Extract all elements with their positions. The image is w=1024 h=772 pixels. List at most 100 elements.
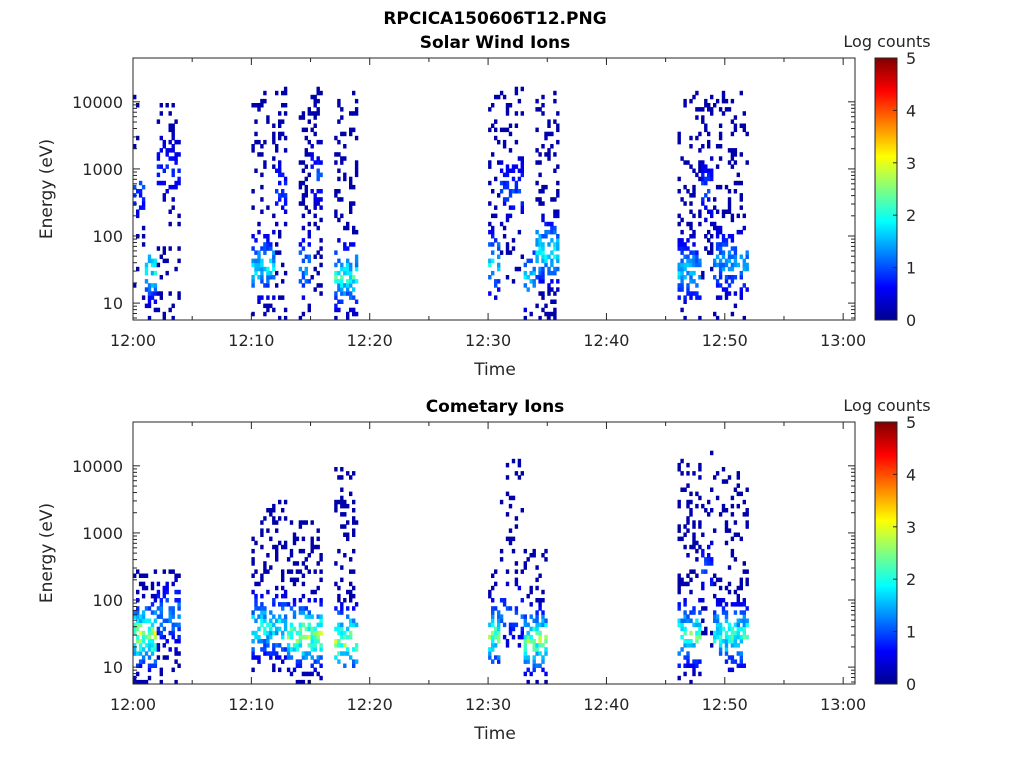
heatmap-cell	[535, 250, 539, 255]
heatmap-cell	[278, 602, 282, 607]
heatmap-cell	[165, 152, 169, 157]
heatmap-cell	[727, 258, 732, 264]
heatmap-cell	[346, 221, 350, 227]
heatmap-cell	[260, 593, 264, 599]
heatmap-cell	[680, 217, 684, 223]
heatmap-cell	[724, 295, 729, 300]
heatmap-cell	[340, 643, 344, 648]
heatmap-cell	[494, 643, 498, 648]
heatmap-cell	[692, 606, 696, 611]
heatmap-cell	[733, 643, 738, 648]
heatmap-cell	[739, 659, 743, 664]
heatmap-cell	[491, 598, 495, 603]
heatmap-cell	[745, 581, 749, 587]
heatmap-cell	[499, 598, 504, 603]
heatmap-cell	[494, 606, 498, 611]
heatmap-cell	[733, 639, 738, 644]
heatmap-cell	[727, 275, 732, 280]
heatmap-cell	[689, 279, 693, 284]
heatmap-cell	[544, 152, 548, 157]
heatmap-cell	[147, 647, 152, 652]
heatmap-cell	[730, 630, 735, 636]
heatmap-cell	[535, 577, 539, 583]
heatmap-cell	[275, 544, 279, 550]
heatmap-cell	[304, 148, 308, 153]
heatmap-cell	[511, 246, 516, 251]
heatmap-cell	[313, 213, 317, 219]
heatmap-cell	[739, 610, 743, 615]
heatmap-cell	[313, 569, 317, 574]
heatmap-cell	[523, 283, 527, 288]
heatmap-cell	[159, 671, 163, 677]
heatmap-cell	[701, 201, 705, 206]
heatmap-cell	[260, 246, 264, 251]
heatmap-cell	[683, 610, 687, 615]
heatmap-cell	[340, 213, 344, 219]
heatmap-cell	[520, 630, 524, 636]
heatmap-cell	[488, 593, 492, 599]
heatmap-cell	[683, 242, 687, 247]
heatmap-cell	[316, 283, 320, 288]
heatmap-cell	[316, 561, 320, 566]
heatmap-cell	[677, 573, 681, 578]
heatmap-cell	[354, 258, 359, 264]
heatmap-cell	[491, 630, 495, 636]
heatmap-cell	[337, 103, 341, 108]
heatmap-cell	[316, 536, 320, 542]
heatmap-cell	[334, 189, 338, 194]
heatmap-cell	[698, 213, 702, 219]
heatmap-cell	[724, 618, 729, 623]
heatmap-cell	[491, 647, 495, 652]
heatmap-cell	[727, 291, 732, 296]
heatmap-cell	[272, 250, 276, 255]
heatmap-cell	[517, 643, 522, 648]
heatmap-cell	[553, 242, 557, 247]
heatmap-cell	[736, 663, 740, 668]
heatmap-cell	[511, 634, 516, 640]
heatmap-cell	[745, 254, 749, 259]
heatmap-cell	[742, 225, 746, 231]
heatmap-cell	[352, 659, 356, 664]
heatmap-cell	[742, 598, 746, 603]
heatmap-cell	[171, 581, 175, 587]
heatmap-cell	[346, 589, 350, 595]
heatmap-cell	[680, 634, 684, 640]
heatmap-cell	[275, 557, 279, 562]
heatmap-cell	[730, 119, 735, 124]
heatmap-cell	[286, 602, 291, 607]
heatmap-cell	[301, 622, 306, 628]
heatmap-cell	[147, 295, 152, 300]
heatmap-cell	[159, 602, 163, 607]
heatmap-cell	[349, 205, 353, 210]
heatmap-cell	[266, 589, 270, 595]
heatmap-cell	[538, 189, 542, 194]
heatmap-cell	[713, 275, 717, 280]
heatmap-cell	[298, 622, 303, 628]
heatmap-cell	[272, 131, 276, 137]
heatmap-cell	[704, 168, 708, 173]
heatmap-cell	[310, 111, 314, 116]
heatmap-cell	[535, 663, 539, 668]
heatmap-cell	[263, 246, 267, 251]
heatmap-cell	[144, 262, 149, 268]
heatmap-cell	[340, 630, 344, 636]
heatmap-cell	[499, 168, 504, 173]
heatmap-cell	[307, 671, 311, 677]
heatmap-cell	[724, 291, 729, 296]
heatmap-cell	[721, 266, 726, 272]
heatmap-cell	[692, 524, 696, 529]
heatmap-cell	[686, 614, 690, 619]
heatmap-cell	[494, 630, 498, 636]
heatmap-cell	[514, 111, 519, 116]
heatmap-cell	[488, 647, 492, 652]
heatmap-cell	[275, 144, 279, 149]
heatmap-cell	[263, 565, 267, 570]
heatmap-cell	[352, 307, 356, 313]
heatmap-cell	[352, 225, 356, 231]
heatmap-cell	[707, 557, 711, 562]
heatmap-cell	[514, 164, 519, 169]
heatmap-cell	[266, 508, 270, 513]
heatmap-cell	[171, 606, 175, 611]
heatmap-cell	[153, 270, 158, 276]
heatmap-cell	[313, 123, 317, 128]
